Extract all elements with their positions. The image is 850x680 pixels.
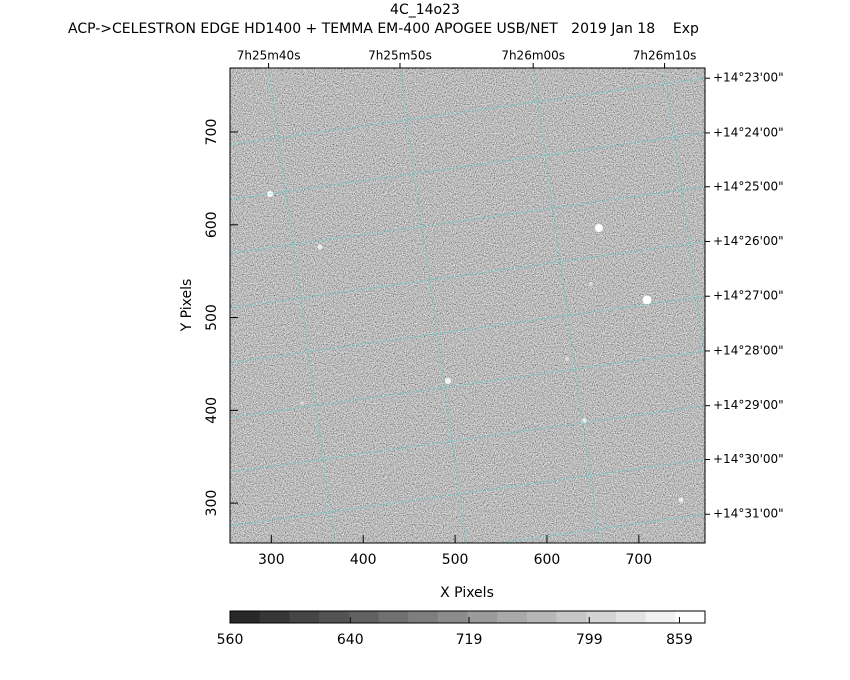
x-tick-label: 600 — [534, 552, 561, 568]
y-tick-label: 600 — [204, 211, 220, 238]
colorbar-step — [497, 611, 528, 623]
y-tick-label: 400 — [204, 397, 220, 424]
ra-tick-label: 7h25m50s — [368, 49, 432, 63]
ra-grid-line — [268, 68, 336, 543]
dec-tick-label: +14°23'00" — [713, 71, 784, 85]
dec-grid-line — [230, 77, 705, 146]
dec-grid-line — [230, 405, 705, 473]
colorbar-step — [467, 611, 498, 623]
colorbar-step — [586, 611, 617, 623]
star — [595, 224, 603, 232]
colorbar-step — [437, 611, 468, 623]
dec-grid-line — [230, 240, 705, 309]
star — [678, 497, 684, 503]
ra-tick-label: 7h25m40s — [237, 49, 301, 63]
x-axis-label: X Pixels — [440, 585, 494, 601]
colorbar-tick-label: 719 — [456, 632, 483, 648]
colorbar-tick-label: 859 — [666, 632, 693, 648]
star — [565, 357, 569, 361]
colorbar-step — [259, 611, 290, 623]
ra-tick-label: 7h26m00s — [501, 49, 565, 63]
dec-grid-line — [230, 186, 705, 254]
ra-grid-line — [399, 68, 467, 543]
dec-tick-label: +14°30'00" — [713, 452, 784, 466]
plot-frame — [229, 67, 706, 544]
y-axis-label: Y Pixels — [179, 279, 195, 333]
ra-tick-label: 7h26m10s — [633, 49, 697, 63]
colorbar-step — [526, 611, 558, 623]
colorbar-step — [408, 611, 439, 623]
dec-tick-label: +14°28'00" — [713, 343, 784, 357]
star — [642, 295, 652, 305]
colorbar-step — [675, 611, 706, 623]
x-tick-label: 500 — [442, 552, 469, 568]
dec-tick-label: +14°29'00" — [713, 398, 784, 412]
dec-grid-line — [495, 513, 705, 543]
colorbar-step — [289, 611, 320, 623]
dec-grid-line — [230, 295, 705, 364]
colorbar-step — [378, 611, 409, 623]
colorbar-step — [319, 611, 350, 623]
x-tick-label: 400 — [350, 552, 377, 568]
dec-tick-label: +14°26'00" — [713, 234, 784, 248]
colorbar-step — [230, 611, 261, 623]
y-tick-label: 700 — [204, 119, 220, 146]
colorbar-step — [615, 611, 647, 623]
star — [589, 282, 593, 286]
colorbar-step — [348, 611, 379, 623]
star — [300, 401, 304, 405]
coordinate-grid — [230, 68, 705, 543]
stars — [267, 191, 684, 503]
ra-grid-line — [532, 68, 601, 543]
colorbar-step — [556, 611, 587, 623]
colorbar-step — [645, 611, 676, 623]
x-tick-label: 700 — [625, 552, 652, 568]
ra-grid-line — [664, 68, 705, 361]
colorbar-tick-label: 560 — [217, 632, 244, 648]
chart-subtitle: ACP->CELESTRON EDGE HD1400 + TEMMA EM-40… — [68, 21, 699, 37]
star — [445, 378, 451, 384]
sky-image — [230, 68, 705, 543]
x-tick-label: 300 — [258, 552, 285, 568]
dec-tick-label: +14°24'00" — [713, 125, 784, 139]
dec-grid-line — [230, 458, 705, 527]
chart-title: 4C_14o23 — [390, 2, 460, 18]
y-tick-label: 300 — [204, 490, 220, 517]
dec-tick-label: +14°25'00" — [713, 179, 784, 193]
star — [317, 244, 323, 250]
dec-tick-label: +14°27'00" — [713, 289, 784, 303]
colorbar-tick-label: 640 — [337, 632, 364, 648]
dec-tick-label: +14°31'00" — [713, 507, 784, 521]
y-tick-label: 500 — [204, 304, 220, 331]
colorbar-tick-label: 799 — [576, 632, 603, 648]
dec-grid-line — [230, 350, 705, 418]
dec-grid-line — [230, 132, 705, 200]
